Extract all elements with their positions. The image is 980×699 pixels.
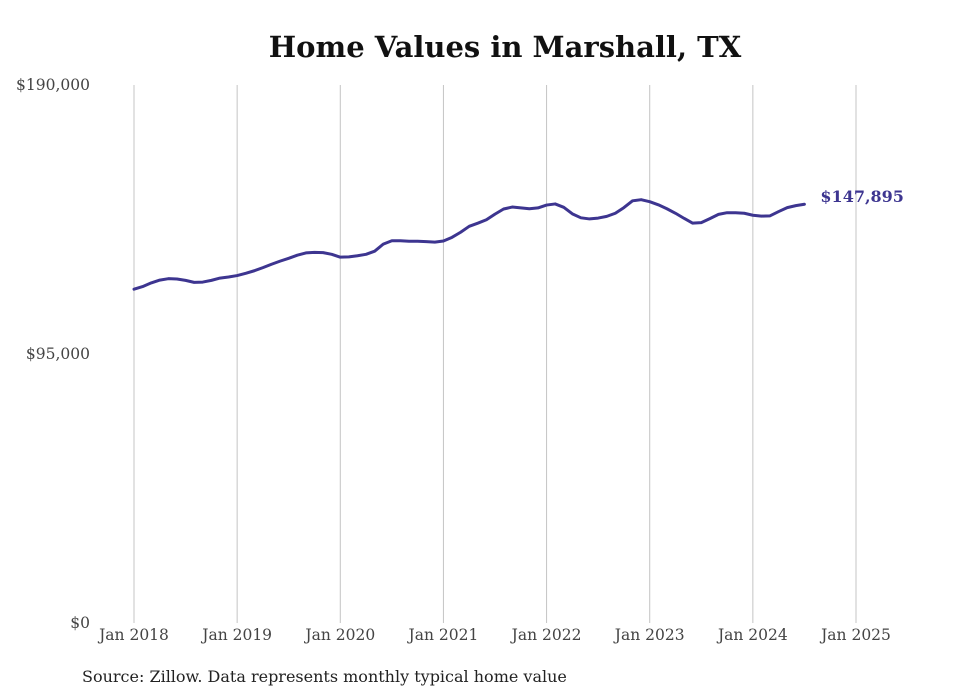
x-tick-label: Jan 2018 xyxy=(97,626,169,644)
y-axis-tick-labels: $0 $95,000 $190,000 xyxy=(16,76,90,632)
y-tick-label: $95,000 xyxy=(26,345,90,363)
source-note: Source: Zillow. Data represents monthly … xyxy=(82,667,567,686)
y-tick-label: $190,000 xyxy=(16,76,90,94)
x-tick-label: Jan 2021 xyxy=(407,626,479,644)
x-axis-tick-labels: Jan 2018 Jan 2019 Jan 2020 Jan 2021 Jan 2022… xyxy=(97,626,891,644)
x-tick-label: Jan 2020 xyxy=(303,626,375,644)
x-tick-label: Jan 2022 xyxy=(510,626,582,644)
x-tick-label: Jan 2025 xyxy=(819,626,891,644)
x-tick-label: Jan 2023 xyxy=(613,626,685,644)
x-tick-label: Jan 2019 xyxy=(200,626,272,644)
series-line xyxy=(132,198,806,291)
chart-title: Home Values in Marshall, TX xyxy=(268,30,742,64)
y-tick-label: $0 xyxy=(70,614,90,632)
x-gridlines xyxy=(133,85,857,623)
end-value-label: $147,895 xyxy=(820,187,904,206)
x-tick-label: Jan 2024 xyxy=(716,626,788,644)
